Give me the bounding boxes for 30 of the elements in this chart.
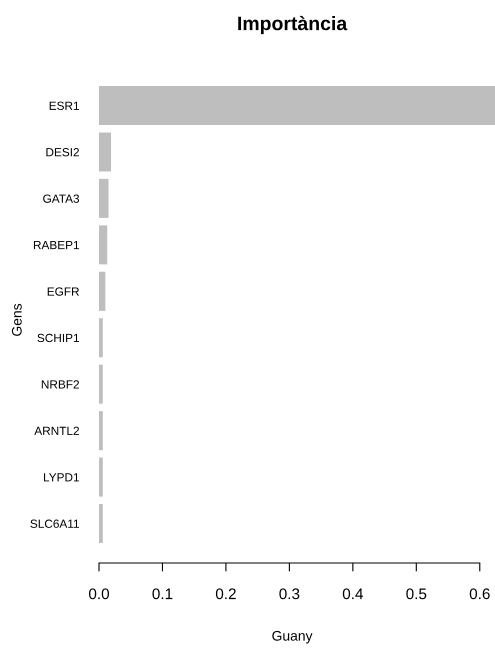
y-tick-label: NRBF2 [42,380,79,388]
bar [99,272,106,311]
bar [99,318,103,358]
bar [99,364,103,404]
x-tick-label: 0.3 [279,588,300,600]
y-tick-label: LYPD1 [44,473,79,482]
bar [99,411,103,450]
y-tick-label: SLC6A11 [30,520,79,528]
x-tick-label: 0.6 [470,588,490,600]
y-tick-label: ARNTL2 [34,426,79,435]
bar [99,132,112,172]
bar [99,225,108,264]
x-tick-label: 0.4 [342,588,364,600]
bar [99,86,495,126]
y-tick-label: DESI2 [46,148,79,156]
bar [99,504,103,544]
x-tick-label: 0.5 [406,588,426,600]
bar [99,178,109,218]
y-tick-label: RABEP1 [34,241,79,250]
bar [99,458,103,497]
y-axis-title: Gens [12,304,22,336]
chart-title: Importància [238,16,348,34]
y-tick-label: GATA3 [43,194,80,203]
x-tick-label: 0.1 [152,588,172,600]
x-tick-label: 0.2 [216,588,236,600]
y-tick-label: ESR1 [50,102,79,110]
y-tick-label: EGFR [48,287,80,296]
y-tick-label: SCHIP1 [37,334,79,342]
x-axis-title: Guany [272,630,312,644]
x-tick-label: 0.0 [88,588,110,600]
